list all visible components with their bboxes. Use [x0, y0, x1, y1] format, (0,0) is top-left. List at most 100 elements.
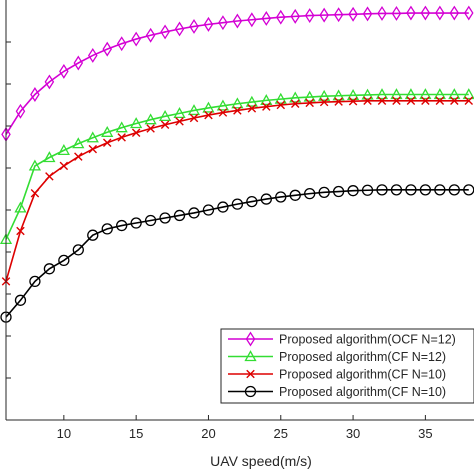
data-point [187, 104, 201, 116]
data-point [333, 7, 344, 23]
data-point [334, 97, 343, 106]
data-point [101, 125, 114, 137]
data-point [462, 88, 474, 100]
data-point [275, 191, 287, 203]
x-marker-stroke [435, 96, 445, 106]
legend-label: Proposed algorithm(CF N=10) [279, 368, 446, 382]
data-point [377, 96, 387, 106]
data-point [347, 185, 359, 197]
data-point [101, 223, 113, 235]
data-point [116, 36, 127, 52]
data-point [419, 88, 432, 100]
x-marker-stroke [175, 117, 184, 126]
x-marker-stroke [334, 97, 343, 106]
data-point [260, 193, 272, 205]
legend-box [220, 328, 474, 404]
x-marker-stroke [146, 124, 155, 133]
data-point [435, 96, 445, 106]
data-point [435, 5, 445, 21]
x-marker-stroke [290, 99, 300, 108]
data-point [160, 120, 170, 129]
data-point [246, 195, 258, 208]
x-marker-stroke [363, 96, 372, 106]
data-point [72, 244, 84, 256]
data-point [362, 6, 373, 22]
data-point [376, 184, 388, 196]
x-marker-stroke [246, 369, 255, 379]
data-point [421, 96, 430, 106]
x-marker-stroke [464, 96, 474, 106]
data-point [45, 172, 54, 181]
data-point [146, 124, 155, 133]
data-point [363, 96, 372, 106]
data-point [175, 117, 184, 126]
data-point [332, 185, 345, 198]
x-marker-stroke [305, 98, 314, 108]
data-point [244, 350, 257, 362]
data-point [30, 188, 40, 198]
data-point [44, 74, 55, 90]
data-point [404, 88, 418, 100]
x-axis-label: UAV speed(m/s) [210, 453, 312, 469]
data-point [15, 103, 26, 119]
x-marker-stroke [392, 96, 401, 106]
x-marker-stroke [450, 96, 459, 106]
data-point [188, 207, 200, 219]
data-point [14, 294, 27, 306]
legend-item: Proposed algorithm(CF N=10) [228, 368, 446, 382]
data-point [433, 88, 446, 100]
data-point [88, 144, 98, 154]
x-tick-label: 20 [201, 426, 215, 441]
data-point [405, 184, 417, 196]
data-point [86, 131, 99, 143]
data-point [319, 7, 329, 23]
legend-label: Proposed algorithm(CF N=12) [279, 350, 446, 364]
data-point [57, 144, 70, 156]
data-point [448, 88, 461, 100]
x-marker-stroke [247, 104, 257, 113]
y-ticks [6, 41, 11, 379]
data-point [448, 184, 460, 196]
x-marker-stroke [45, 172, 54, 181]
data-point [303, 90, 316, 102]
data-point [145, 27, 156, 43]
data-point [204, 110, 213, 120]
data-point [305, 98, 314, 108]
data-point [361, 184, 374, 196]
data-point [203, 16, 214, 32]
data-point [318, 89, 331, 101]
x-tick-label: 10 [57, 426, 71, 441]
x-marker-stroke [406, 96, 416, 106]
x-marker-stroke [276, 100, 286, 110]
data-point [43, 151, 56, 163]
series-0 [1, 5, 474, 142]
data-point [218, 108, 228, 117]
data-point [390, 184, 403, 196]
data-point [189, 113, 199, 123]
data-point [406, 5, 416, 21]
data-point [87, 229, 99, 241]
series-line [5, 12, 469, 135]
data-point [73, 55, 84, 71]
data-point [232, 13, 243, 29]
legend-label: Proposed algorithm(OCF N=12) [279, 333, 456, 347]
data-point [391, 5, 402, 21]
data-point [463, 5, 474, 21]
data-point [304, 187, 316, 200]
data-point [217, 201, 229, 213]
x-marker-stroke [377, 96, 387, 106]
legend-item: Proposed algorithm(CF N=12) [228, 350, 446, 364]
data-point [102, 41, 113, 57]
data-point [117, 133, 126, 142]
data-point [202, 204, 215, 216]
data-point [158, 110, 172, 121]
data-point [375, 88, 389, 100]
data-point [28, 159, 42, 171]
data-point [74, 152, 83, 161]
legend-label: Proposed algorithm(CF N=10) [279, 385, 446, 399]
x-marker-stroke [204, 110, 213, 120]
data-point [392, 96, 401, 106]
data-point [202, 101, 215, 113]
x-ticks: 10 15 20 25 30 35 [57, 415, 433, 441]
data-point [464, 96, 474, 106]
